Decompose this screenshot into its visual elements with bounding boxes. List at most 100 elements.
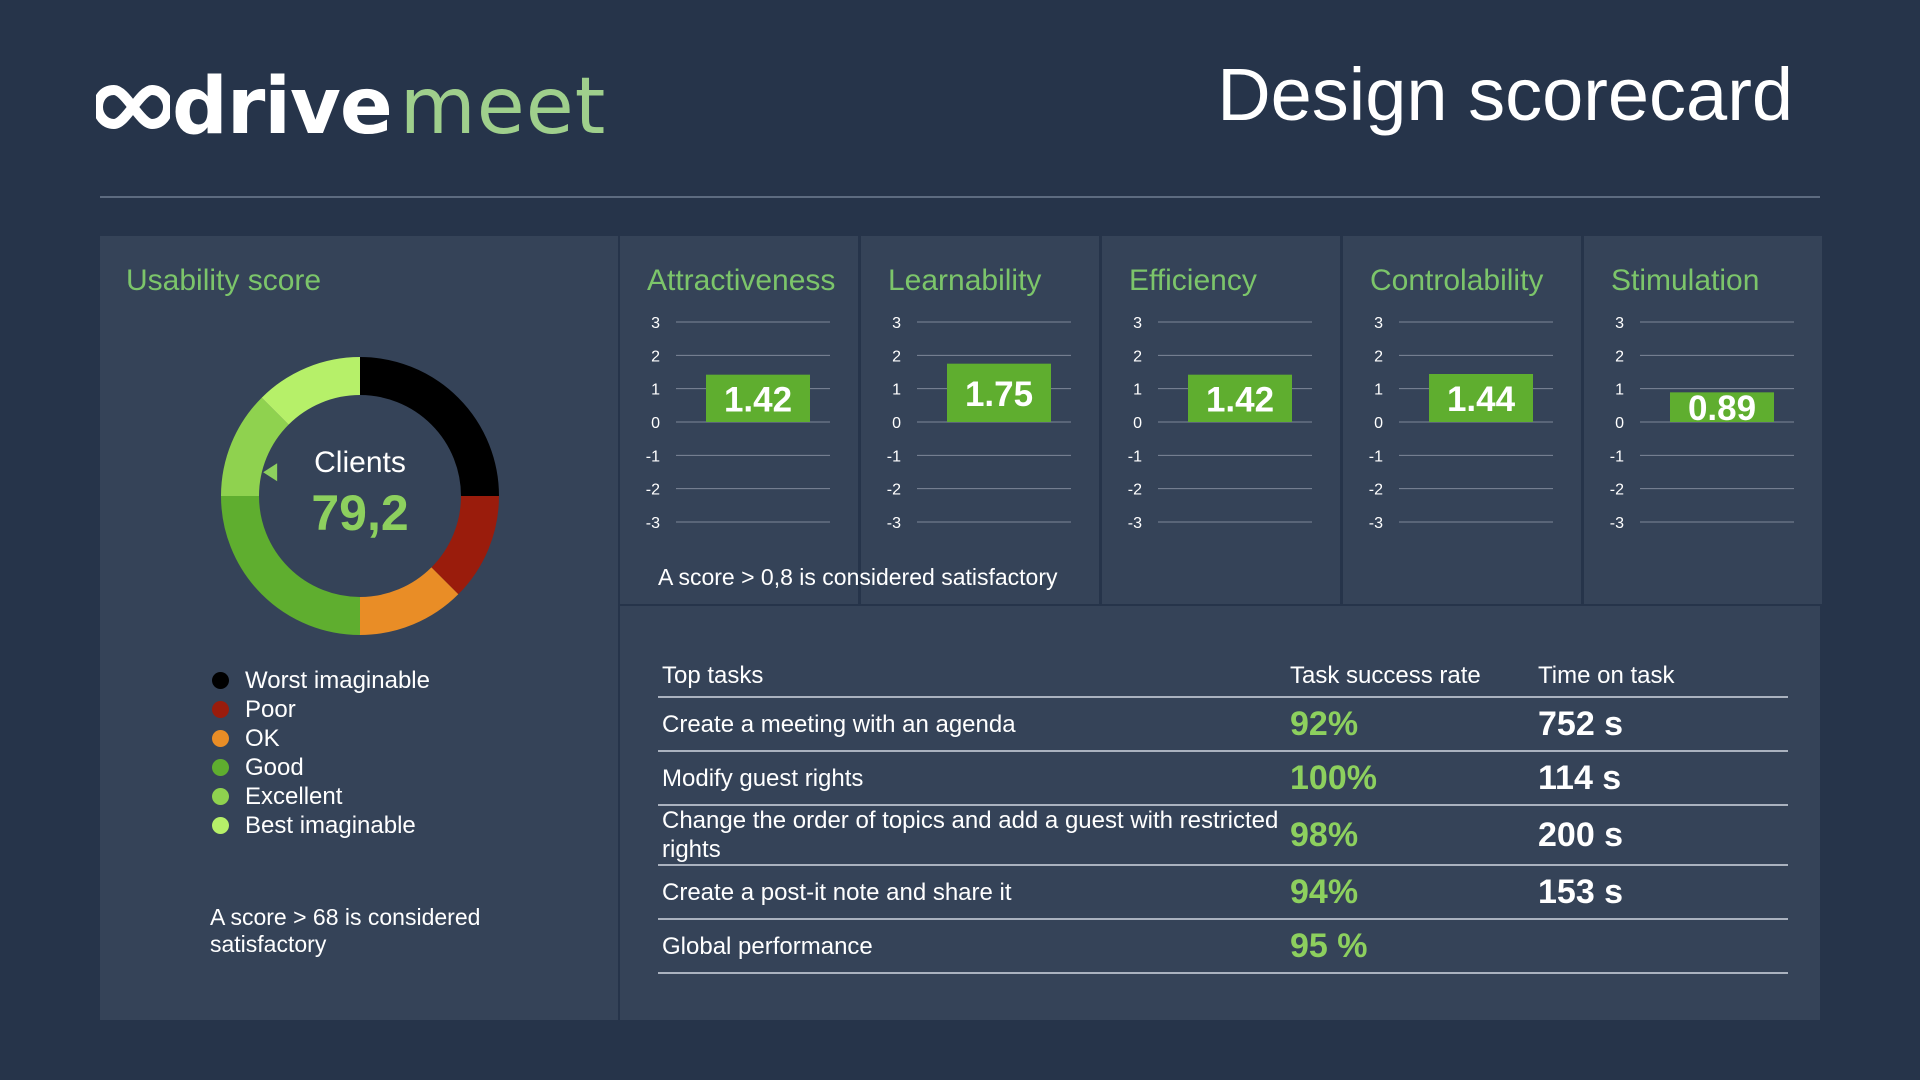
metric-bar (706, 374, 810, 422)
metric-chart: 3 2 1 0 -1 -2 -3 1.42 (1128, 315, 1312, 532)
axis-tick-label: 1 (1133, 382, 1142, 399)
metric-value-label: 1.42 (724, 380, 792, 419)
axis-tick-label: 1 (651, 382, 660, 399)
metric-chart: 3 2 1 0 -1 -2 -3 1.42 (646, 315, 830, 532)
legend-dot-icon (212, 701, 229, 718)
axis-tick-label: -2 (1610, 482, 1624, 499)
legend-item: Worst imaginable (212, 666, 430, 695)
column-header-task: Top tasks (658, 656, 1286, 698)
column-header-time: Time on task (1534, 656, 1788, 698)
brand-logo: drive meet (96, 62, 606, 152)
infinity-icon (96, 84, 170, 130)
task-name-cell: Create a post-it note and share it (658, 865, 1286, 920)
legend-item: Best imaginable (212, 811, 430, 840)
axis-tick-label: -2 (887, 482, 901, 499)
metric-title: Efficiency (1129, 264, 1257, 297)
success-rate-cell: 100% (1286, 751, 1534, 806)
tasks-panel: Top tasks Task success rate Time on task… (620, 606, 1820, 1020)
metric-bar (1429, 374, 1533, 422)
page-title: Design scorecard (1217, 53, 1793, 136)
donut-segment-best-imaginable (261, 357, 361, 425)
legend-item: Excellent (212, 782, 430, 811)
axis-tick-label: 0 (892, 415, 901, 432)
axis-tick-label: 0 (1133, 415, 1142, 432)
axis-tick-label: -3 (887, 515, 901, 532)
metric-title: Attractiveness (647, 264, 836, 297)
usability-legend: Worst imaginable Poor OK Good Excellent Best … (212, 666, 430, 840)
axis-tick-label: -3 (646, 515, 660, 532)
metric-bar (1670, 392, 1774, 422)
axis-tick-label: -2 (1369, 482, 1383, 499)
legend-label: Excellent (245, 782, 343, 810)
donut-segment-worst-imaginable (359, 357, 499, 497)
donut-segment-excellent (221, 397, 289, 497)
column-header-success: Task success rate (1286, 656, 1534, 698)
task-name-cell: Global performance (658, 919, 1286, 974)
triangle-pointer-icon (263, 463, 278, 482)
axis-tick-label: -1 (646, 448, 660, 465)
metric-bar (947, 363, 1051, 422)
metric-panel: Stimulation 3 2 1 0 -1 -2 -3 0.89 (1584, 236, 1822, 604)
metrics-note: A score > 0,8 is considered satisfactory (658, 564, 1058, 590)
task-name-cell: Change the order of topics and add a gue… (658, 805, 1286, 866)
axis-tick-label: 0 (1615, 415, 1624, 432)
axis-tick-label: 2 (651, 348, 660, 365)
task-name-cell: Modify guest rights (658, 751, 1286, 806)
metric-chart: 3 2 1 0 -1 -2 -3 0.89 (1610, 315, 1794, 532)
legend-label: Worst imaginable (245, 666, 430, 694)
axis-tick-label: 0 (1374, 415, 1383, 432)
metric-value-label: 0.89 (1688, 389, 1756, 428)
table-row: Change the order of topics and add a gue… (658, 805, 1788, 866)
time-on-task-cell: 752 s (1534, 697, 1788, 752)
table-row: Global performance 95 % (658, 919, 1788, 974)
metric-title: Learnability (888, 264, 1042, 297)
donut-segment-ok (359, 567, 459, 635)
legend-dot-icon (212, 817, 229, 834)
metric-chart: 3 2 1 0 -1 -2 -3 1.75 (887, 315, 1071, 532)
metric-title: Controlability (1370, 264, 1544, 297)
metric-title: Stimulation (1611, 264, 1760, 297)
axis-tick-label: 3 (1374, 315, 1383, 332)
axis-tick-label: 1 (1615, 382, 1624, 399)
legend-dot-icon (212, 788, 229, 805)
donut-center-label: Clients (314, 446, 406, 479)
legend-dot-icon (212, 730, 229, 747)
legend-item: Good (212, 753, 430, 782)
legend-label: Poor (245, 695, 296, 723)
metric-bar (1188, 374, 1292, 422)
time-on-task-cell (1534, 919, 1788, 974)
success-rate-cell: 92% (1286, 697, 1534, 752)
axis-tick-label: 0 (651, 415, 660, 432)
donut-segment-good (221, 495, 361, 635)
axis-tick-label: 3 (892, 315, 901, 332)
axis-tick-label: 2 (1615, 348, 1624, 365)
usability-title: Usability score (126, 264, 322, 297)
axis-tick-label: 1 (892, 382, 901, 399)
axis-tick-label: -2 (1128, 482, 1142, 499)
legend-item: Poor (212, 695, 430, 724)
logo-text-main: drive (172, 62, 393, 152)
axis-tick-label: -2 (646, 482, 660, 499)
usability-panel: Usability score Clients 79,2 Worst imagi… (100, 236, 618, 1020)
time-on-task-cell: 153 s (1534, 865, 1788, 920)
metric-panel: Learnability 3 2 1 0 -1 -2 -3 1.75 (861, 236, 1099, 604)
donut-center-value: 79,2 (311, 485, 409, 541)
axis-tick-label: -1 (887, 448, 901, 465)
axis-tick-label: 3 (1133, 315, 1142, 332)
legend-label: Best imaginable (245, 811, 416, 839)
time-on-task-cell: 200 s (1534, 805, 1788, 866)
legend-label: OK (245, 724, 280, 752)
metrics-row: Attractiveness 3 2 1 0 -1 -2 -3 1.42 A score > 0,… (620, 236, 1822, 604)
success-rate-cell: 94% (1286, 865, 1534, 920)
axis-tick-label: 3 (651, 315, 660, 332)
tasks-table: Top tasks Task success rate Time on task… (658, 656, 1788, 974)
axis-tick-label: -1 (1610, 448, 1624, 465)
metric-value-label: 1.42 (1206, 380, 1274, 419)
axis-tick-label: -3 (1128, 515, 1142, 532)
axis-tick-label: 2 (1374, 348, 1383, 365)
axis-tick-label: 2 (1133, 348, 1142, 365)
usability-donut (221, 357, 499, 635)
table-row: Create a post-it note and share it 94% 153… (658, 865, 1788, 920)
legend-dot-icon (212, 759, 229, 776)
axis-tick-label: 3 (1615, 315, 1624, 332)
